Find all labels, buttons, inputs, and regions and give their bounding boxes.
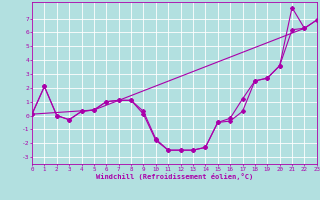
X-axis label: Windchill (Refroidissement éolien,°C): Windchill (Refroidissement éolien,°C): [96, 173, 253, 180]
